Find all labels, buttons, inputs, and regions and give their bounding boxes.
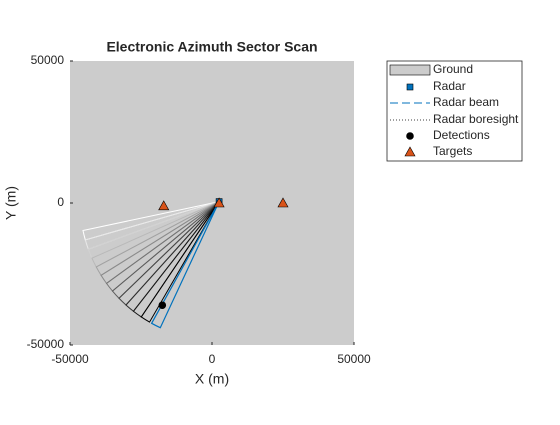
- chart-title: Electronic Azimuth Sector Scan: [106, 39, 317, 55]
- x-axis-label: X (m): [195, 371, 229, 387]
- legend-swatch: [406, 132, 414, 140]
- radar-beam: [150, 201, 220, 329]
- legend-label: Radar: [433, 79, 466, 93]
- x-tick-label: -50000: [51, 352, 89, 366]
- y-tick-label: 0: [57, 195, 64, 209]
- legend-label: Radar boresight: [433, 112, 519, 126]
- marker-circle: [158, 301, 167, 310]
- legend-swatch: [404, 146, 416, 157]
- legend-label: Targets: [433, 144, 472, 158]
- x-tick-label: 50000: [337, 352, 371, 366]
- marker-triangle: [213, 197, 225, 208]
- legend-swatch: [389, 64, 431, 76]
- legend-label: Detections: [433, 128, 490, 142]
- beam-history: [140, 201, 220, 323]
- marker-triangle: [277, 197, 289, 208]
- y-tick-label: 50000: [31, 53, 65, 67]
- y-axis-label: Y (m): [3, 186, 19, 220]
- legend-swatch: [406, 83, 414, 91]
- legend: [386, 60, 523, 162]
- legend-label: Ground: [433, 62, 473, 76]
- marker-triangle: [158, 200, 170, 211]
- y-tick-label: -50000: [27, 337, 65, 351]
- x-tick-label: 0: [209, 352, 216, 366]
- legend-label: Radar beam: [433, 95, 499, 109]
